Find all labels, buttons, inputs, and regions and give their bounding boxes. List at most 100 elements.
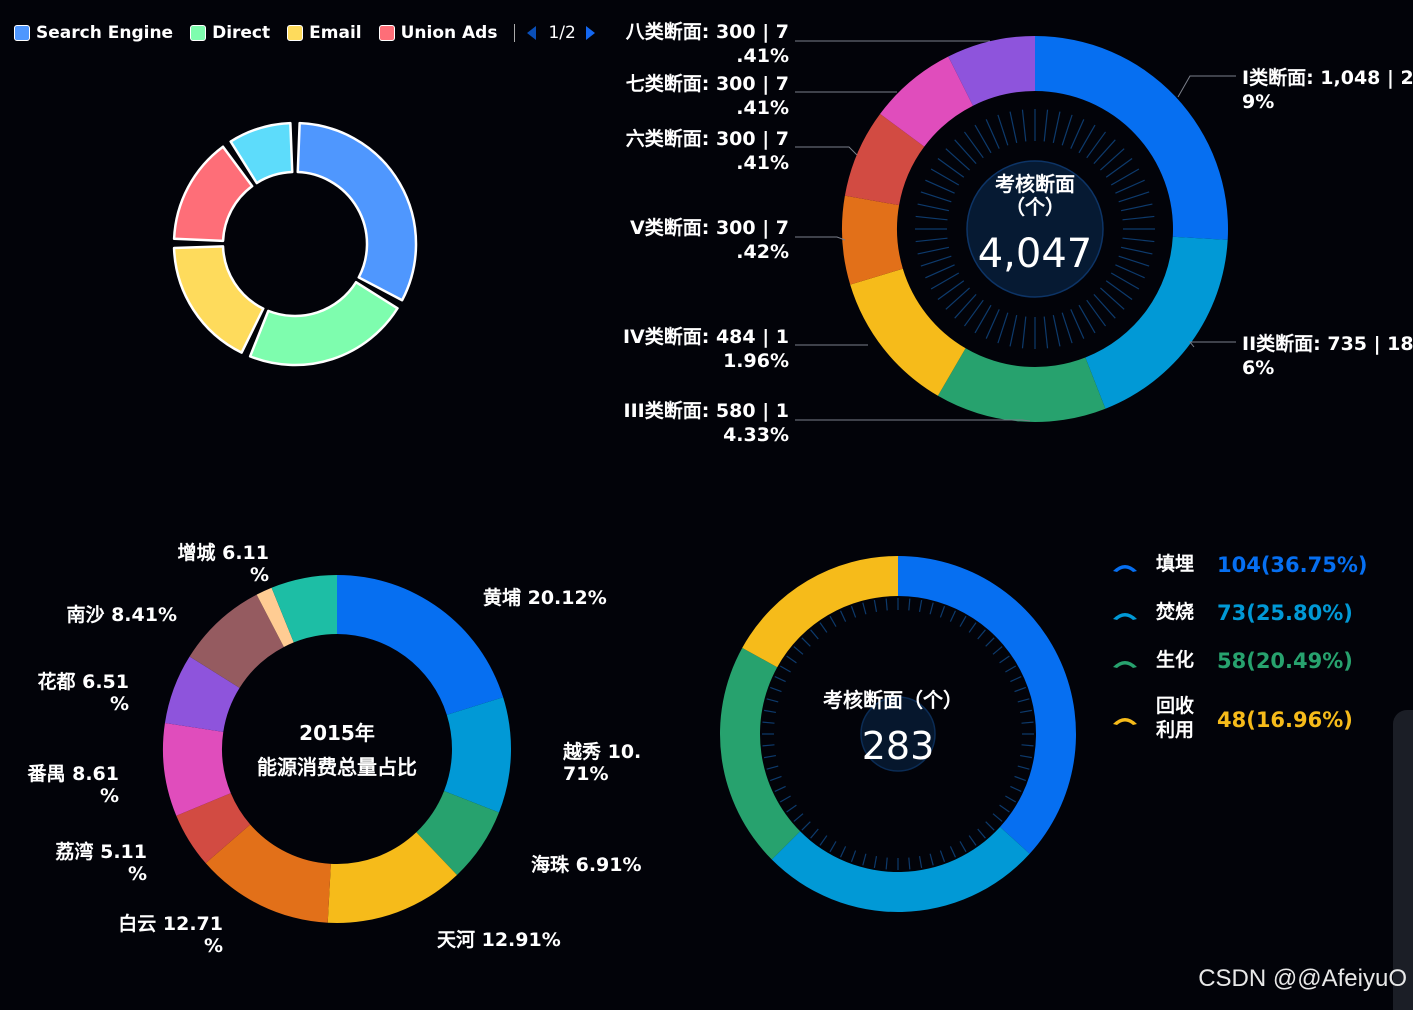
leader-line	[1188, 341, 1236, 348]
legend-item-search-engine[interactable]: Search Engine	[14, 23, 173, 43]
slice-八类断面[interactable]	[948, 36, 1035, 106]
label-5: III类断面: 580 | 14.33%	[624, 399, 1031, 446]
legend-item-recycling[interactable]: 回收 利用 48(16.96%)	[1110, 694, 1410, 752]
arc-swatch-icon	[1113, 718, 1137, 725]
label-line1: IV类断面: 484 | 1	[623, 325, 789, 348]
slice-回收利用[interactable]	[742, 556, 898, 668]
label-line2: 6%	[1242, 357, 1274, 379]
label-line1: 增城 6.11	[178, 541, 270, 564]
slice-白云[interactable]	[205, 824, 331, 923]
legend-label: Search Engine	[36, 23, 174, 43]
leader-line	[795, 236, 846, 241]
slice-生化[interactable]	[720, 647, 801, 860]
slice-direct[interactable]	[248, 280, 399, 367]
legend-label: Direct	[212, 23, 271, 43]
slice-iii类断面[interactable]	[937, 348, 1106, 422]
slice-填埋[interactable]	[898, 556, 1077, 854]
tick	[1115, 264, 1145, 279]
legend-swatch	[14, 25, 30, 41]
tick	[769, 686, 782, 693]
tick	[949, 846, 957, 858]
tick	[786, 655, 797, 664]
tick	[985, 309, 1000, 339]
center-disc	[966, 160, 1104, 298]
next-page-icon[interactable]	[585, 26, 595, 40]
label-line2: .41%	[736, 97, 789, 119]
label-6: 荔湾 5.11%	[56, 840, 148, 885]
legend-item-union-ads[interactable]: Union Ads	[378, 23, 497, 43]
slice-六类断面[interactable]	[844, 113, 925, 206]
tick	[925, 179, 955, 194]
tick	[908, 857, 911, 870]
slice-ii类断面[interactable]	[1085, 236, 1228, 409]
tick	[992, 813, 1003, 822]
slice-番禺[interactable]	[162, 723, 231, 816]
label-line1: 南沙 8.41%	[66, 604, 177, 626]
tick	[774, 785, 786, 793]
tick	[1020, 709, 1033, 714]
legend-item-email[interactable]: Email	[287, 23, 362, 43]
slice-黄埔[interactable]	[337, 575, 504, 715]
legend-name: 回收 利用	[1156, 695, 1195, 741]
label-3: V类断面: 300 | 7.42%	[630, 216, 846, 263]
slice-search-engine[interactable]	[296, 121, 418, 302]
slice-i类断面[interactable]	[1035, 36, 1228, 240]
tick	[829, 841, 837, 853]
scrollbar[interactable]	[1393, 710, 1413, 1010]
legend-item-landfill[interactable]: 填埋 104(36.75%)	[1110, 550, 1410, 598]
tick	[997, 312, 1009, 344]
slice-花都[interactable]	[164, 656, 240, 732]
tick	[977, 629, 986, 640]
tick	[1110, 272, 1140, 290]
tick	[1110, 168, 1140, 186]
tick	[959, 841, 967, 853]
slice-南沙[interactable]	[189, 594, 284, 688]
chart4-donut: 考核断面（个） 283	[720, 556, 1077, 912]
tick	[801, 637, 811, 647]
slice-越秀[interactable]	[444, 697, 512, 813]
slice-iv类断面[interactable]	[850, 268, 966, 396]
tick	[1009, 111, 1018, 144]
slice-焚烧[interactable]	[771, 826, 1030, 912]
label-line1: 六类断面: 300 | 7	[626, 127, 789, 150]
slice-天河[interactable]	[327, 832, 458, 923]
label-line1: 七类断面: 300 | 7	[626, 72, 789, 95]
slice-union-ads[interactable]	[172, 145, 254, 243]
tick	[1020, 754, 1033, 759]
slice-增城[interactable]	[271, 575, 337, 643]
slice-v类断面[interactable]	[842, 195, 903, 285]
tick	[917, 203, 950, 212]
legend-item-incineration[interactable]: 焚烧 73(25.80%)	[1110, 598, 1410, 646]
tick	[1118, 191, 1150, 203]
prev-page-icon[interactable]	[527, 26, 537, 40]
tick	[1070, 309, 1085, 339]
tick	[949, 610, 957, 622]
tick	[1115, 179, 1145, 194]
legend-value: 58(20.49%)	[1217, 649, 1353, 673]
legend-swatch	[378, 25, 395, 41]
legend-swatch	[190, 25, 207, 41]
legend-item-direct[interactable]: Direct	[190, 23, 270, 43]
arc-swatch-icon	[1113, 565, 1137, 572]
tick	[819, 835, 828, 846]
legend-name: 生化	[1156, 649, 1195, 671]
legend-item-biochemical[interactable]: 生化 58(20.49%)	[1110, 646, 1410, 694]
tick	[1078, 304, 1096, 334]
tick	[829, 615, 837, 627]
slice-荔湾[interactable]	[176, 793, 251, 864]
slice-七类断面[interactable]	[880, 56, 974, 147]
tick	[839, 846, 847, 858]
slice-从化[interactable]	[256, 587, 294, 647]
arc-swatch-icon	[1113, 613, 1137, 620]
slice-海珠[interactable]	[416, 791, 499, 875]
slice-other[interactable]	[229, 121, 294, 185]
center-title: 考核断面	[995, 172, 1075, 196]
watermark: CSDN @@AfeiyuO	[1198, 965, 1407, 992]
leader-line	[795, 146, 858, 156]
label-3: 花都 6.51%	[38, 670, 130, 715]
label-line1: 荔湾 5.11	[56, 840, 148, 863]
tick	[985, 637, 995, 647]
slice-email[interactable]	[172, 245, 265, 354]
tick	[1010, 675, 1022, 683]
label-line1: 海珠 6.91%	[531, 853, 642, 876]
